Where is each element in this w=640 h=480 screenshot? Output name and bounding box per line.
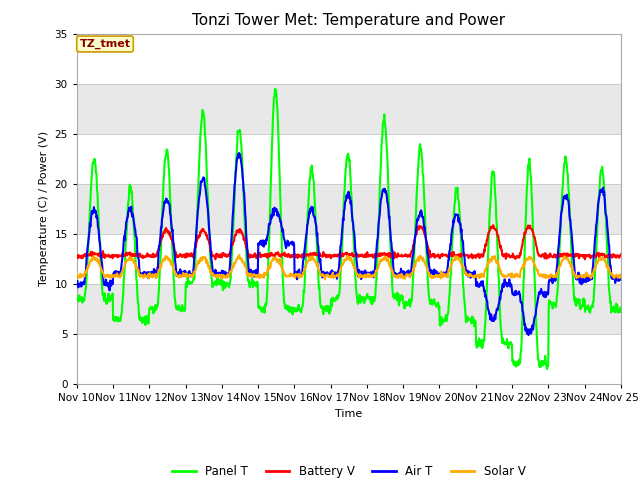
Panel T [73, 295, 81, 300]
Bar [77, 134, 621, 184]
Line: Panel T: Panel T [77, 89, 621, 369]
Panel T [271, 86, 279, 92]
Panel T [582, 304, 590, 310]
Battery V [144, 253, 152, 259]
X-axis label: Time: Time [335, 408, 362, 419]
Title: Tonzi Tower Met: Temperature and Power: Tonzi Tower Met: Temperature and Power [192, 13, 506, 28]
Bar [77, 234, 621, 284]
Air T [467, 275, 474, 281]
Air T [355, 274, 362, 279]
Air T [73, 280, 81, 286]
Air T [582, 275, 590, 280]
Solar V [236, 252, 243, 258]
Solar V [355, 272, 362, 278]
Battery V [276, 252, 284, 258]
Air T [525, 332, 532, 338]
Line: Solar V: Solar V [77, 255, 621, 279]
Line: Air T: Air T [77, 153, 621, 335]
Bar [77, 34, 621, 84]
Solar V [276, 261, 284, 267]
Battery V [490, 222, 497, 228]
Solar V [144, 274, 152, 280]
Bar [77, 184, 621, 234]
Solar V [321, 276, 329, 282]
Line: Battery V: Battery V [77, 225, 621, 259]
Battery V [73, 253, 81, 259]
Bar [77, 84, 621, 134]
Text: TZ_tmet: TZ_tmet [79, 39, 131, 49]
Panel T [144, 313, 152, 319]
Air T [236, 150, 243, 156]
Air T [144, 275, 152, 281]
Bar [77, 284, 621, 334]
Battery V [212, 256, 220, 262]
Bar [77, 334, 621, 384]
Panel T [355, 301, 362, 307]
Battery V [617, 252, 625, 257]
Air T [276, 215, 284, 221]
Solar V [582, 270, 590, 276]
Y-axis label: Temperature (C) / Power (V): Temperature (C) / Power (V) [39, 131, 49, 287]
Panel T [276, 165, 284, 171]
Air T [217, 273, 225, 279]
Battery V [218, 254, 225, 260]
Air T [617, 276, 625, 281]
Panel T [543, 366, 551, 372]
Battery V [355, 252, 362, 258]
Solar V [467, 273, 475, 279]
Solar V [217, 275, 225, 280]
Panel T [617, 309, 625, 314]
Panel T [467, 316, 474, 322]
Solar V [617, 274, 625, 279]
Battery V [467, 252, 474, 258]
Solar V [73, 271, 81, 277]
Panel T [217, 281, 225, 287]
Battery V [582, 253, 590, 259]
Legend: Panel T, Battery V, Air T, Solar V: Panel T, Battery V, Air T, Solar V [168, 460, 530, 480]
